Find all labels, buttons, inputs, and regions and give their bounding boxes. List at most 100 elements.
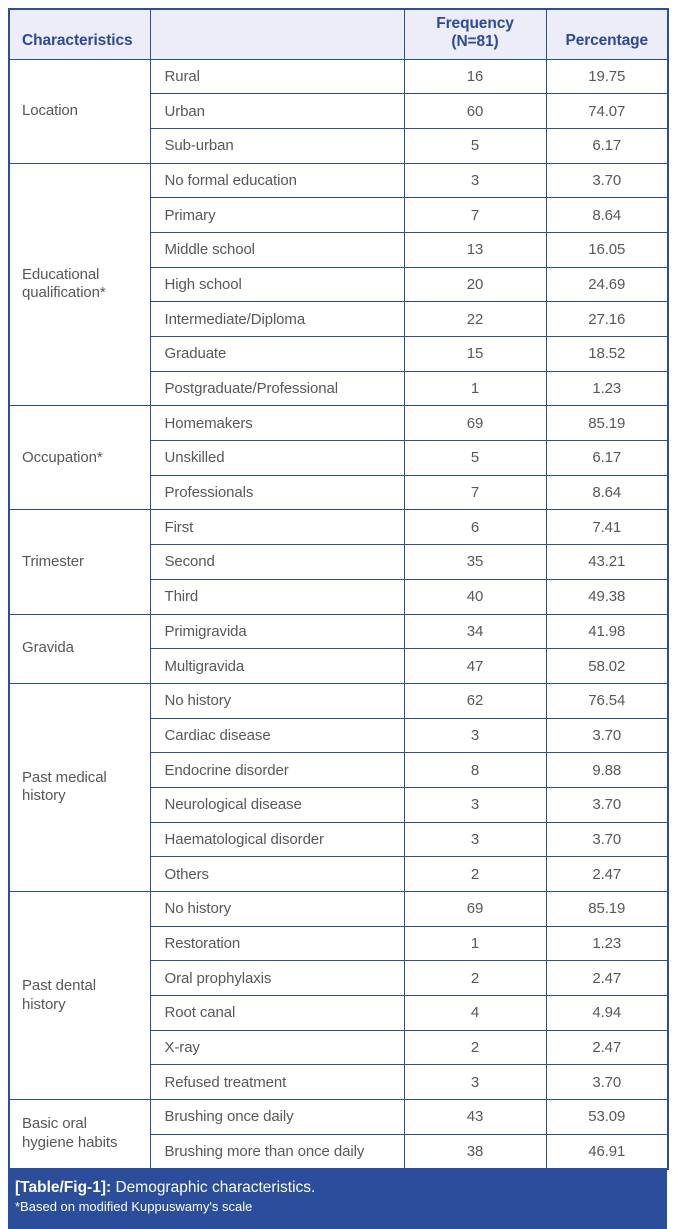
frequency-cell: 47 <box>403 648 547 684</box>
frequency-cell: 3 <box>403 162 547 199</box>
percentage-cell: 27.16 <box>545 301 669 337</box>
subcategory-cell: Third <box>149 578 405 615</box>
percentage-cell: 2.47 <box>545 1029 669 1066</box>
percentage-cell: 43.21 <box>545 544 669 580</box>
subcategory-cell: Homemakers <box>149 405 405 442</box>
frequency-cell: 69 <box>403 405 547 442</box>
table-row: X-ray 2 2.47 <box>9 1029 669 1066</box>
percentage-cell: 6.17 <box>545 127 669 164</box>
subcategory-cell: Professionals <box>149 474 405 511</box>
frequency-cell: 34 <box>403 613 547 650</box>
table-row: Past dental history No history 69 85.19 <box>8 890 669 1101</box>
frequency-cell: 7 <box>403 474 547 511</box>
subcategory-cell: Oral prophylaxis <box>149 960 405 997</box>
header-frequency: Frequency (N=81) <box>403 8 547 60</box>
frequency-cell: 5 <box>403 440 547 476</box>
subcategory-cell: No formal education <box>149 162 405 199</box>
percentage-cell: 9.88 <box>545 752 669 788</box>
percentage-cell: 3.70 <box>545 162 669 199</box>
frequency-cell: 2 <box>403 856 547 892</box>
percentage-cell: 41.98 <box>545 613 669 650</box>
subcategory-cell: High school <box>149 266 405 303</box>
subcategory-cell: Urban <box>149 93 405 129</box>
category-cell: Basic oral hygiene habits <box>8 1099 151 1170</box>
table-row: Multigravida 47 58.02 <box>9 648 669 684</box>
frequency-cell: 62 <box>403 682 547 719</box>
table-row: Primary 7 8.64 <box>9 197 669 233</box>
percentage-cell: 3.70 <box>545 717 669 754</box>
subcategory-cell: No history <box>149 682 405 719</box>
percentage-cell: 53.09 <box>545 1099 669 1135</box>
frequency-cell: 16 <box>403 58 547 95</box>
table-row: Educational qualification* No formal educ… <box>8 162 669 407</box>
category-cell: Occupation* <box>8 405 151 511</box>
demographics-table: Characteristics Frequency (N=81) Percent… <box>8 8 669 1170</box>
table-row: Urban 60 74.07 <box>9 93 669 129</box>
frequency-cell: 6 <box>403 509 547 546</box>
table-row: Others 2 2.47 <box>9 856 669 892</box>
frequency-cell: 3 <box>403 821 547 858</box>
table-row: Haematological disorder 3 3.70 <box>9 821 669 858</box>
subcategory-cell: Multigravida <box>149 648 405 684</box>
percentage-cell: 2.47 <box>545 856 669 892</box>
percentage-cell: 19.75 <box>545 58 669 95</box>
subcategory-cell: Intermediate/Diploma <box>149 301 405 337</box>
frequency-cell: 69 <box>403 891 547 927</box>
table-row: Oral prophylaxis 2 2.47 <box>9 960 669 997</box>
frequency-cell: 2 <box>403 960 547 997</box>
subcategory-cell: Sub-urban <box>149 127 405 164</box>
category-cell: Location <box>8 58 151 164</box>
table-row: Endocrine disorder 8 9.88 <box>9 752 669 788</box>
subcategory-cell: Second <box>149 544 405 580</box>
subcategory-cell: Cardiac disease <box>149 717 405 754</box>
percentage-cell: 7.41 <box>545 509 669 546</box>
caption-tag: [Table/Fig-1]: <box>15 1179 112 1196</box>
percentage-cell: 46.91 <box>545 1133 669 1170</box>
frequency-cell: 38 <box>403 1133 547 1170</box>
frequency-cell: 4 <box>403 995 547 1031</box>
percentage-cell: 76.54 <box>545 682 669 719</box>
header-frequency-line2: (N=81) <box>451 33 499 51</box>
table-row: Neurological disease 3 3.70 <box>9 786 669 823</box>
category-cell: Trimester <box>8 509 151 615</box>
percentage-cell: 58.02 <box>545 648 669 684</box>
subcategory-cell: Brushing once daily <box>149 1099 405 1135</box>
frequency-cell: 7 <box>403 197 547 233</box>
frequency-cell: 8 <box>403 752 547 788</box>
frequency-cell: 60 <box>403 93 547 129</box>
frequency-cell: 2 <box>403 1029 547 1066</box>
frequency-cell: 20 <box>403 266 547 303</box>
caption-bar: [Table/Fig-1]: Demographic characteristi… <box>8 1170 667 1229</box>
subcategory-cell: Root canal <box>149 995 405 1031</box>
percentage-cell: 6.17 <box>545 440 669 476</box>
subcategory-cell: Unskilled <box>149 440 405 476</box>
subcategory-cell: Brushing more than once daily <box>149 1133 405 1170</box>
percentage-cell: 3.70 <box>545 821 669 858</box>
subcategory-cell: Primary <box>149 197 405 233</box>
table-row: Second 35 43.21 <box>9 544 669 580</box>
frequency-cell: 15 <box>403 336 547 372</box>
frequency-cell: 5 <box>403 127 547 164</box>
caption-title: Demographic characteristics. <box>115 1179 316 1196</box>
table-row: Professionals 7 8.64 <box>9 474 669 511</box>
subcategory-cell: No history <box>149 891 405 927</box>
percentage-cell: 8.64 <box>545 474 669 511</box>
caption-line: [Table/Fig-1]: Demographic characteristi… <box>15 1178 657 1198</box>
subcategory-cell: First <box>149 509 405 546</box>
subcategory-cell: Middle school <box>149 231 405 268</box>
table-row: Postgraduate/Professional 1 1.23 <box>9 370 669 407</box>
category-cell: Gravida <box>8 613 151 684</box>
percentage-cell: 49.38 <box>545 578 669 615</box>
table-row: Brushing more than once daily 38 46.91 <box>9 1133 669 1170</box>
subcategory-cell: Haematological disorder <box>149 821 405 858</box>
table-row: Middle school 13 16.05 <box>9 231 669 268</box>
table-row: Trimester First 6 7.41 <box>8 509 669 615</box>
subcategory-cell: X-ray <box>149 1029 405 1066</box>
subcategory-cell: Restoration <box>149 925 405 962</box>
percentage-cell: 2.47 <box>545 960 669 997</box>
percentage-cell: 1.23 <box>545 370 669 407</box>
header-frequency-line1: Frequency <box>436 14 514 32</box>
percentage-cell: 3.70 <box>545 786 669 823</box>
percentage-cell: 24.69 <box>545 266 669 303</box>
table-row: Sub-urban 5 6.17 <box>9 127 669 164</box>
